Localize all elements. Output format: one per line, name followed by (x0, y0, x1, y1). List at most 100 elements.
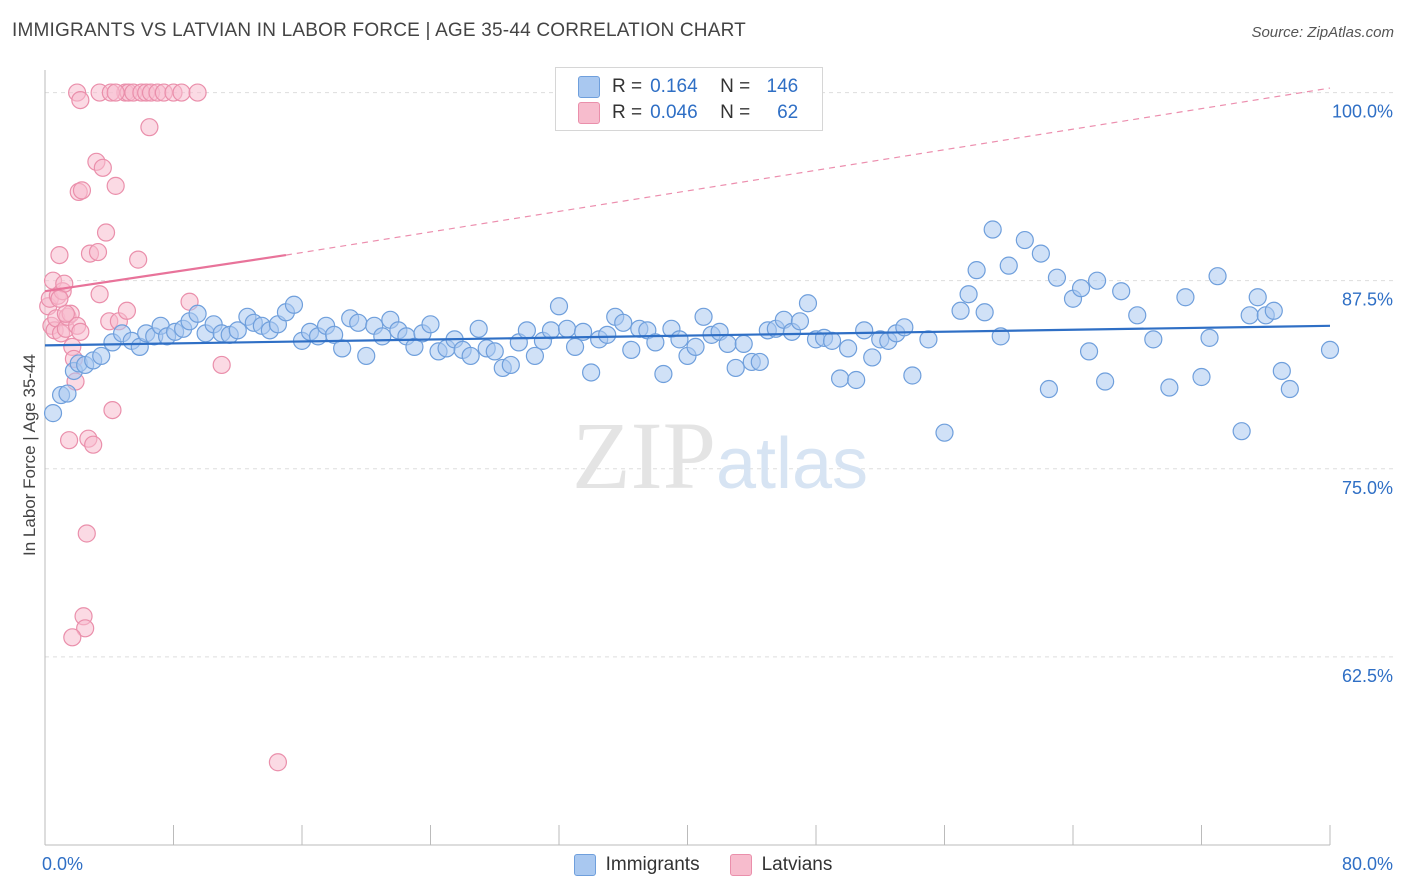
latvians-point (140, 118, 159, 137)
immigrants-point (1272, 361, 1291, 381)
immigrants-point (598, 325, 617, 344)
immigrants-point (1240, 306, 1259, 325)
immigrants-point (654, 364, 673, 384)
immigrants-point (1031, 244, 1050, 263)
legend-row-immigrants: R = 0.164 N = 146 (578, 74, 798, 100)
immigrants-point (549, 297, 569, 316)
x-tick-label: 80.0% (1342, 854, 1393, 874)
latvians-point (96, 223, 116, 242)
latvians-point (106, 83, 125, 102)
latvians-swatch (729, 854, 752, 876)
x-tick-labels: 0.0% 80.0% (42, 854, 1393, 874)
immigrants-point (1192, 367, 1211, 387)
immigrants-point (1015, 230, 1034, 250)
latvians-point (268, 753, 288, 772)
x-tick-label: 0.0% (42, 854, 83, 874)
latvians-point (56, 304, 75, 323)
r-label: R = (612, 102, 643, 123)
immigrants-point (1264, 301, 1283, 320)
immigrants-point (855, 321, 874, 340)
immigrants-point (1232, 422, 1251, 441)
latvians-point (50, 245, 69, 265)
immigrants-point (822, 331, 842, 350)
legend-row-latvians: R = 0.046 N = 62 (578, 100, 798, 126)
immigrants-point (1112, 282, 1131, 301)
latvians-point (93, 158, 112, 177)
immigrants-point (1176, 288, 1195, 307)
immigrants-trend-line (44, 324, 1331, 347)
latvians-point (63, 628, 82, 647)
immigrants-point (839, 339, 858, 358)
immigrants-point (92, 346, 111, 366)
latvians-point (129, 250, 148, 269)
immigrants-point (582, 363, 601, 382)
immigrants-point (557, 319, 577, 338)
immigrants-point (405, 337, 424, 356)
immigrants-point (975, 303, 994, 322)
immigrants-point (694, 307, 713, 326)
n-label: N = (720, 102, 751, 123)
immigrants-point (951, 301, 970, 320)
source-credit: Source: ZipAtlas.com (1251, 24, 1394, 41)
latvians-trend-extension (285, 87, 1331, 256)
latvians-points (39, 83, 288, 772)
latvians-point (103, 400, 122, 420)
immigrants-point (333, 339, 352, 358)
immigrants-point (501, 355, 520, 375)
immigrants-point (461, 346, 480, 366)
latvians-point (50, 289, 69, 308)
r-value: 0.164 (650, 76, 698, 97)
immigrants-point (1160, 378, 1179, 397)
y-tick-label: 75.0% (1342, 478, 1393, 498)
latvians-point (77, 524, 96, 543)
immigrants-point (670, 330, 689, 349)
stats-legend: R = 0.164 N = 146 R = 0.046 N = 62 (555, 67, 823, 131)
immigrants-swatch (573, 854, 596, 876)
latvians-swatch (578, 102, 600, 124)
immigrants-point (959, 285, 978, 304)
immigrants-point (1200, 328, 1219, 347)
latvians-point (72, 181, 92, 200)
immigrants-point (1144, 330, 1163, 349)
immigrants-point (750, 352, 769, 372)
immigrants-point (790, 312, 810, 331)
immigrants-point (517, 321, 536, 340)
immigrants-point (485, 342, 504, 361)
immigrants-point (1039, 379, 1059, 399)
immigrants-point (1280, 379, 1299, 399)
immigrants-point (1087, 271, 1107, 290)
immigrants-point (718, 334, 737, 353)
latvians-trend-line (44, 254, 287, 293)
r-label: R = (612, 76, 643, 97)
chart-title: IMMIGRANTS VS LATVIAN IN LABOR FORCE | A… (12, 20, 746, 41)
immigrants-swatch (578, 76, 600, 98)
immigrants-point (188, 304, 207, 323)
immigrants-point (469, 319, 488, 338)
immigrants-point (1248, 288, 1267, 307)
n-label: N = (720, 76, 751, 97)
immigrants-point (919, 330, 938, 349)
axes (44, 70, 1331, 846)
y-tick-label: 87.5% (1342, 290, 1393, 310)
immigrants-point (726, 358, 745, 378)
legend-item-latvians: Latvians (729, 854, 832, 876)
immigrants-point (1047, 268, 1067, 287)
latvians-point (59, 431, 79, 450)
y-tick-labels: 100.0% 87.5% 75.0% 62.5% (1332, 102, 1393, 686)
immigrants-point (863, 348, 882, 367)
immigrants-point (421, 315, 440, 334)
series-legend: Immigrants Latvians (0, 852, 1406, 878)
gridlines (45, 92, 1395, 658)
r-value: 0.046 (650, 102, 698, 123)
immigrants-point (1071, 279, 1091, 298)
immigrants-point (58, 384, 77, 403)
y-tick-label: 62.5% (1342, 666, 1393, 686)
latvians-point (212, 355, 231, 375)
latvians-point (172, 83, 191, 102)
latvians-point (90, 285, 109, 304)
latvians-point (117, 301, 137, 320)
immigrants-point (646, 333, 665, 352)
immigrants-point (357, 346, 376, 366)
immigrants-point (1208, 267, 1227, 286)
